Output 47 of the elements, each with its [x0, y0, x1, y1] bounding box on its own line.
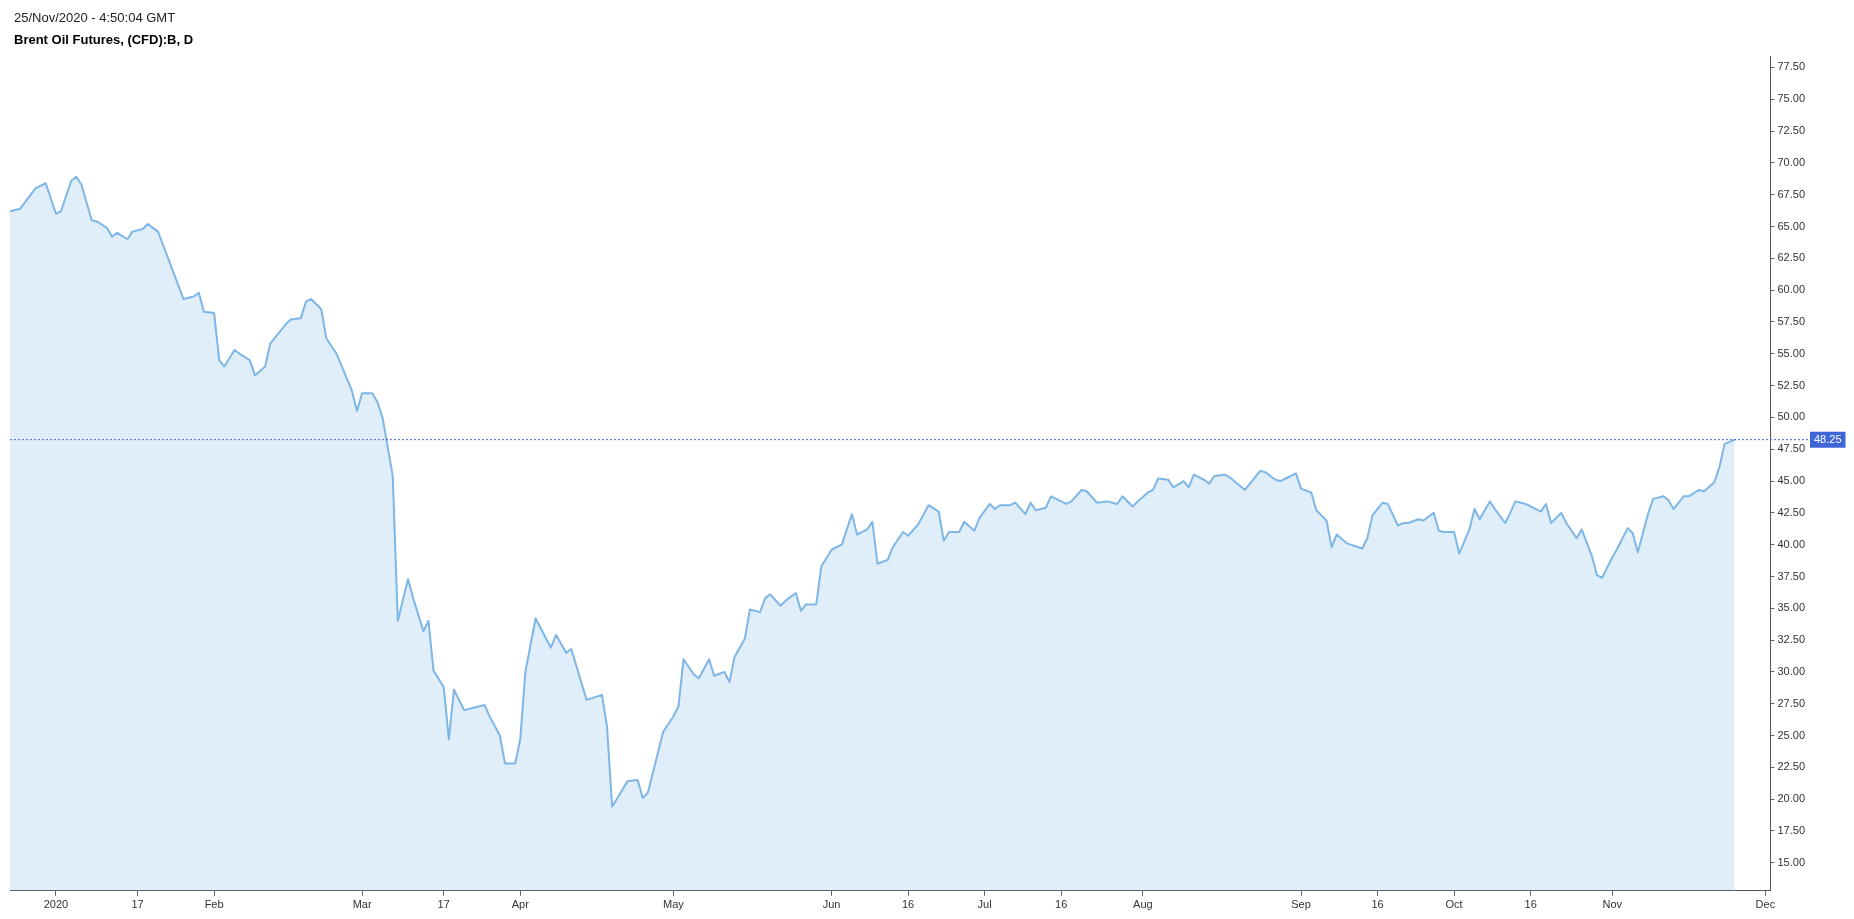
y-tick-label: 67.50	[1777, 187, 1805, 200]
x-tick-label: Mar	[352, 898, 372, 911]
y-tick-label: 62.50	[1777, 251, 1805, 264]
y-tick-label: 30.00	[1777, 664, 1805, 677]
x-tick-label: Dec	[1755, 898, 1776, 911]
y-tick-label: 37.50	[1777, 569, 1805, 582]
y-tick-label: 60.00	[1777, 283, 1805, 296]
y-tick-label: 25.00	[1777, 728, 1805, 741]
y-tick-label: 75.00	[1777, 92, 1805, 105]
y-tick-label: 77.50	[1777, 60, 1805, 73]
ref-line-label: 48.25	[1814, 432, 1842, 445]
y-tick-label: 20.00	[1777, 792, 1805, 805]
x-tick-label: 16	[1524, 898, 1537, 911]
x-tick-label: Apr	[511, 898, 530, 911]
y-tick-label: 15.00	[1777, 855, 1805, 868]
x-tick-label: 2020	[43, 898, 69, 911]
y-tick-label: 65.00	[1777, 219, 1805, 232]
y-tick-label: 45.00	[1777, 474, 1805, 487]
y-tick-label: 55.00	[1777, 346, 1805, 359]
y-tick-label: 40.00	[1777, 537, 1805, 550]
y-tick-label: 27.50	[1777, 696, 1805, 709]
y-tick-label: 17.50	[1777, 824, 1805, 837]
y-tick-label: 32.50	[1777, 633, 1805, 646]
y-tick-label: 42.50	[1777, 505, 1805, 518]
y-tick-label: 57.50	[1777, 315, 1805, 327]
x-tick-label: Aug	[1133, 898, 1153, 911]
x-tick-label: 17	[131, 898, 144, 911]
x-tick-label: 16	[1371, 898, 1384, 911]
x-tick-label: 16	[901, 898, 915, 911]
x-tick-label: Feb	[204, 898, 224, 911]
x-tick-label: Sep	[1291, 898, 1311, 911]
y-tick-label: 47.50	[1777, 442, 1805, 455]
x-tick-label: Jun	[822, 898, 841, 911]
y-tick-label: 50.00	[1777, 410, 1805, 423]
y-tick-label: 52.50	[1777, 378, 1805, 391]
x-tick-label: Oct	[1445, 898, 1463, 911]
x-tick-label: 17	[437, 898, 450, 911]
y-tick-label: 72.50	[1777, 124, 1805, 137]
x-tick-label: Jul	[977, 898, 992, 911]
x-tick-label: Nov	[1602, 898, 1623, 911]
x-tick-label: 16	[1055, 898, 1068, 911]
x-tick-label: May	[662, 898, 685, 911]
chart-title: Brent Oil Futures, (CFD):B, D	[14, 32, 194, 47]
chart-subtitle: 25/Nov/2020 - 4:50:04 GMT	[14, 10, 176, 25]
y-tick-label: 22.50	[1777, 760, 1805, 773]
y-tick-label: 70.00	[1777, 155, 1805, 168]
y-tick-label: 35.00	[1777, 601, 1805, 614]
